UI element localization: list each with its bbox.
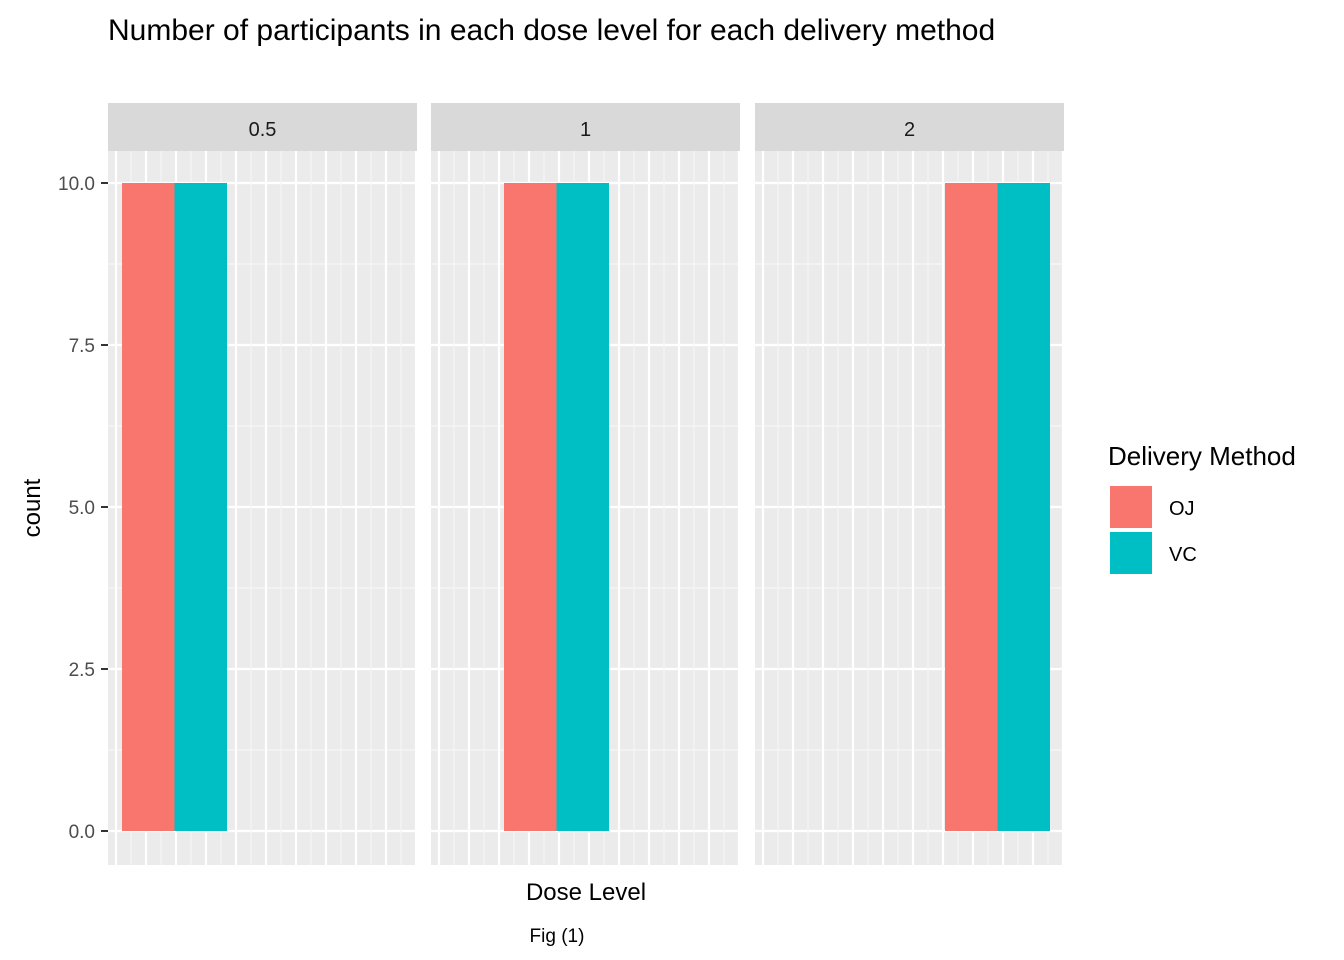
- bar-oj: [945, 183, 998, 831]
- y-axis: 0.0 2.5 5.0 7.5 10.0: [58, 174, 108, 843]
- facet-strip-label: 2: [904, 119, 915, 141]
- facet-panels: 0.5 1 2: [108, 103, 1065, 865]
- facet-strip: [108, 103, 417, 151]
- bar-oj: [504, 183, 557, 831]
- bar-vc: [997, 183, 1050, 831]
- figure-caption: Fig (1): [530, 926, 585, 947]
- y-tick-label: 10.0: [58, 174, 95, 195]
- facet-strip: [431, 103, 740, 151]
- chart-title: Number of participants in each dose leve…: [108, 14, 995, 47]
- facet-panel: 1: [431, 103, 741, 865]
- x-axis-title: Dose Level: [526, 879, 646, 906]
- facet-strip-label: 1: [580, 119, 591, 141]
- facet-strip: [755, 103, 1064, 151]
- legend: Delivery Method OJ VC: [1108, 441, 1296, 574]
- bar-oj: [122, 183, 175, 831]
- legend-label: VC: [1169, 544, 1197, 566]
- y-tick-label: 0.0: [69, 822, 95, 843]
- y-tick-label: 5.0: [69, 498, 95, 519]
- legend-title: Delivery Method: [1108, 441, 1296, 471]
- facet-panel: 0.5: [108, 103, 418, 865]
- y-axis-title: count: [19, 478, 46, 537]
- y-tick-label: 7.5: [69, 336, 95, 357]
- bar-vc: [174, 183, 227, 831]
- y-tick-label: 2.5: [69, 660, 95, 681]
- bar-vc: [556, 183, 609, 831]
- facet-strip-label: 0.5: [249, 119, 277, 141]
- legend-key-vc: [1110, 532, 1152, 574]
- facet-panel: 2: [755, 103, 1065, 865]
- legend-label: OJ: [1169, 498, 1195, 520]
- legend-key-oj: [1110, 486, 1152, 528]
